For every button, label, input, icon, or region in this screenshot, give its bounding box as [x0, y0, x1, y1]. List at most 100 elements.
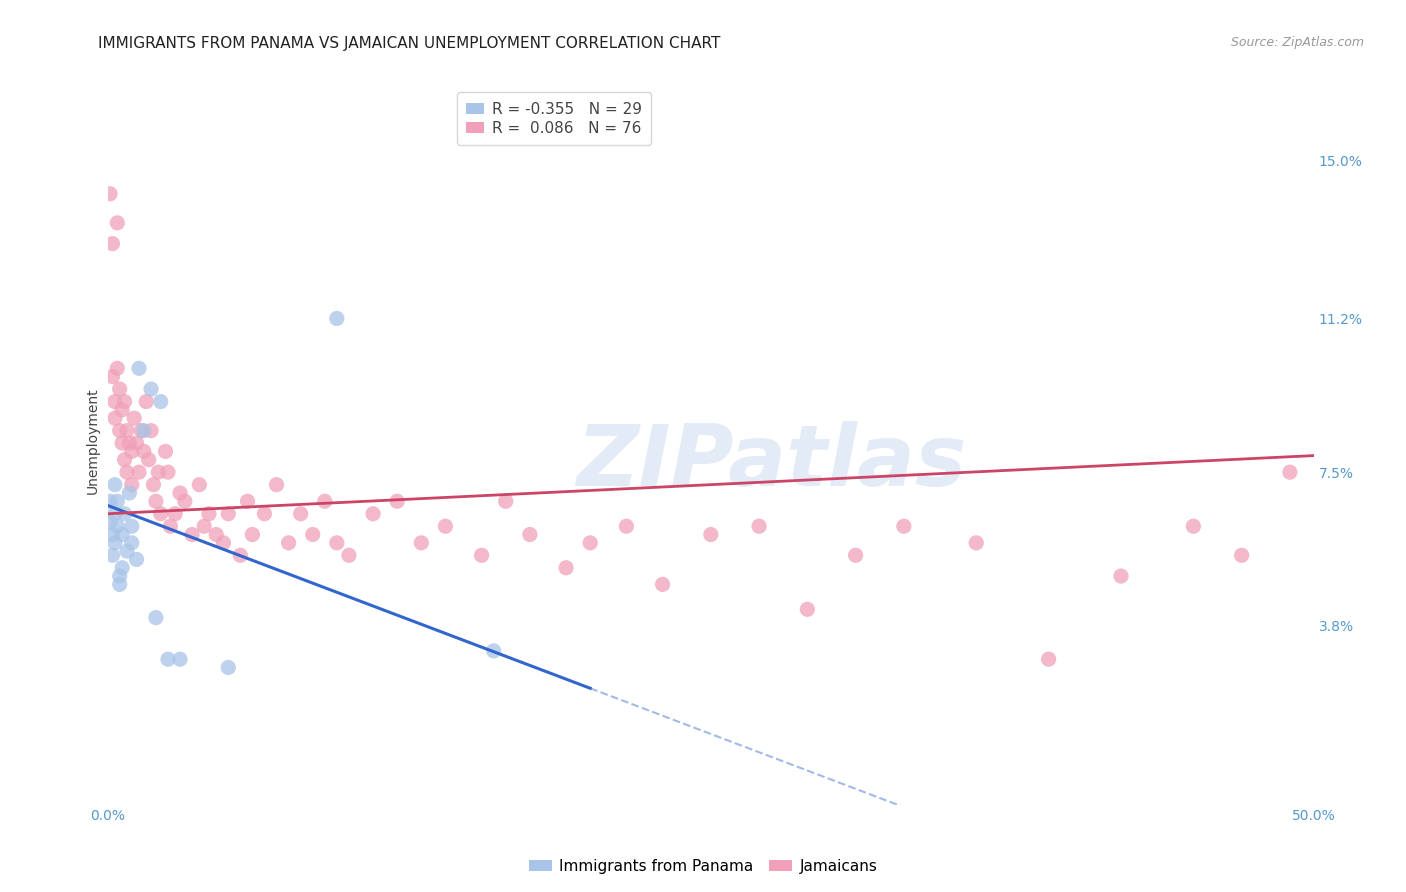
Point [104, 507, 127, 521]
Point [411, 536, 433, 550]
Legend: R = -0.355   N = 29, R =  0.086   N = 76: R = -0.355 N = 29, R = 0.086 N = 76 [457, 93, 651, 145]
Point [105, 519, 128, 533]
Point [132, 444, 155, 458]
Point [217, 507, 239, 521]
Point [105, 216, 128, 230]
Point [132, 424, 155, 438]
Point [118, 436, 141, 450]
Point [188, 477, 211, 491]
Point [193, 519, 215, 533]
Point [148, 465, 170, 479]
Point [135, 394, 157, 409]
Point [748, 519, 770, 533]
Point [1109, 569, 1132, 583]
Point [159, 519, 181, 533]
Point [337, 549, 360, 563]
Point [471, 549, 494, 563]
Point [796, 602, 818, 616]
Point [121, 477, 143, 491]
Point [128, 361, 150, 376]
Point [156, 652, 179, 666]
Point [145, 494, 167, 508]
Point [1278, 465, 1301, 479]
Point [114, 394, 136, 409]
Point [149, 394, 172, 409]
Point [105, 361, 128, 376]
Point [253, 507, 276, 521]
Point [314, 494, 336, 508]
Point [104, 411, 127, 425]
Point [111, 561, 134, 575]
Point [277, 536, 299, 550]
Point [173, 494, 195, 508]
Point [326, 536, 349, 550]
Point [434, 519, 457, 533]
Point [118, 486, 141, 500]
Point [555, 561, 578, 575]
Point [616, 519, 638, 533]
Point [242, 527, 264, 541]
Point [115, 424, 138, 438]
Point [108, 424, 131, 438]
Point [845, 549, 868, 563]
Point [229, 549, 252, 563]
Point [1182, 519, 1205, 533]
Point [104, 477, 127, 491]
Point [108, 382, 131, 396]
Point [169, 486, 191, 500]
Point [114, 452, 136, 467]
Point [266, 477, 288, 491]
Point [101, 549, 124, 563]
Point [181, 527, 204, 541]
Point [236, 494, 259, 508]
Point [217, 660, 239, 674]
Point [138, 452, 160, 467]
Point [579, 536, 602, 550]
Point [149, 507, 172, 521]
Point [125, 436, 148, 450]
Point [651, 577, 673, 591]
Point [98, 186, 121, 201]
Point [156, 465, 179, 479]
Point [700, 527, 723, 541]
Point [111, 527, 134, 541]
Point [101, 527, 124, 541]
Point [125, 552, 148, 566]
Point [121, 519, 143, 533]
Point [165, 507, 187, 521]
Point [290, 507, 312, 521]
Point [169, 652, 191, 666]
Point [495, 494, 517, 508]
Point [301, 527, 323, 541]
Point [111, 402, 134, 417]
Point [108, 569, 131, 583]
Point [385, 494, 408, 508]
Point [115, 544, 138, 558]
Point [114, 507, 136, 521]
Point [111, 436, 134, 450]
Point [101, 369, 124, 384]
Point [115, 465, 138, 479]
Point [131, 424, 153, 438]
Point [965, 536, 987, 550]
Point [98, 515, 121, 529]
Point [1230, 549, 1253, 563]
Point [482, 644, 505, 658]
Y-axis label: Unemployment: Unemployment [86, 388, 100, 494]
Point [98, 494, 121, 508]
Point [145, 610, 167, 624]
Point [104, 536, 127, 550]
Point [121, 536, 143, 550]
Point [104, 394, 127, 409]
Point [155, 444, 177, 458]
Point [1038, 652, 1060, 666]
Point [101, 236, 124, 251]
Point [108, 577, 131, 591]
Point [361, 507, 384, 521]
Point [198, 507, 221, 521]
Point [122, 411, 145, 425]
Legend: Immigrants from Panama, Jamaicans: Immigrants from Panama, Jamaicans [523, 853, 883, 880]
Point [142, 477, 165, 491]
Point [326, 311, 349, 326]
Point [105, 494, 128, 508]
